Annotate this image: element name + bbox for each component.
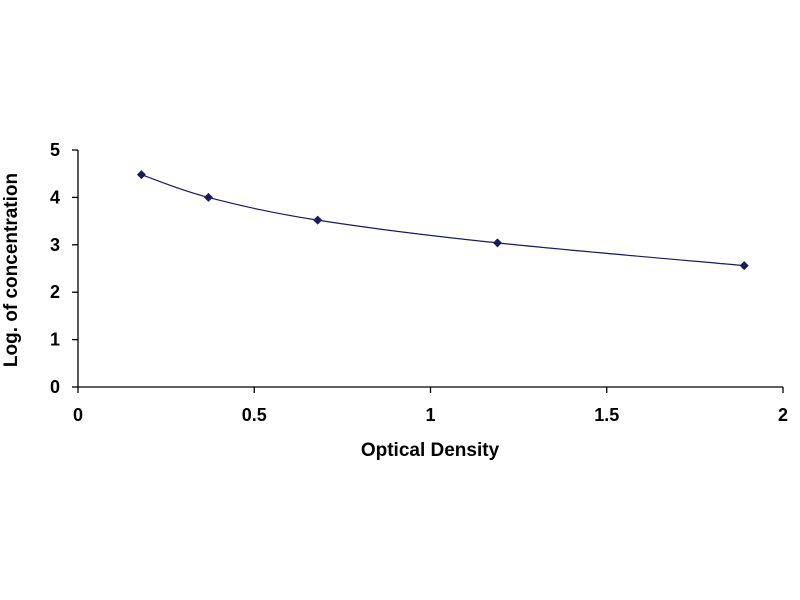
x-tick-label: 1 [425, 405, 435, 425]
x-tick-label: 0.5 [242, 405, 267, 425]
data-point [203, 192, 213, 202]
y-tick-label: 0 [50, 377, 60, 397]
x-tick-label: 0 [73, 405, 83, 425]
data-point [313, 215, 323, 225]
data-point [136, 170, 146, 180]
data-point [492, 238, 502, 248]
trend-curve-layer [141, 174, 745, 267]
y-tick-label: 4 [50, 187, 60, 207]
data-point [739, 261, 749, 271]
trend-curve [141, 174, 745, 267]
x-axis-title: Optical Density [361, 440, 500, 461]
y-tick-label: 5 [50, 140, 60, 160]
x-tick-label: 2 [778, 405, 788, 425]
y-axis-title: Log. of concentration [1, 173, 22, 367]
y-tick-label: 1 [50, 330, 60, 350]
y-tick-label: 3 [50, 235, 60, 255]
tick-labels-layer: 0 1 2 3 4 5 0 0.5 1 1.5 2 [50, 140, 788, 425]
axes [72, 149, 784, 393]
y-tick-label: 2 [50, 282, 60, 302]
x-tick-label: 1.5 [594, 405, 619, 425]
data-points-layer [136, 170, 749, 271]
